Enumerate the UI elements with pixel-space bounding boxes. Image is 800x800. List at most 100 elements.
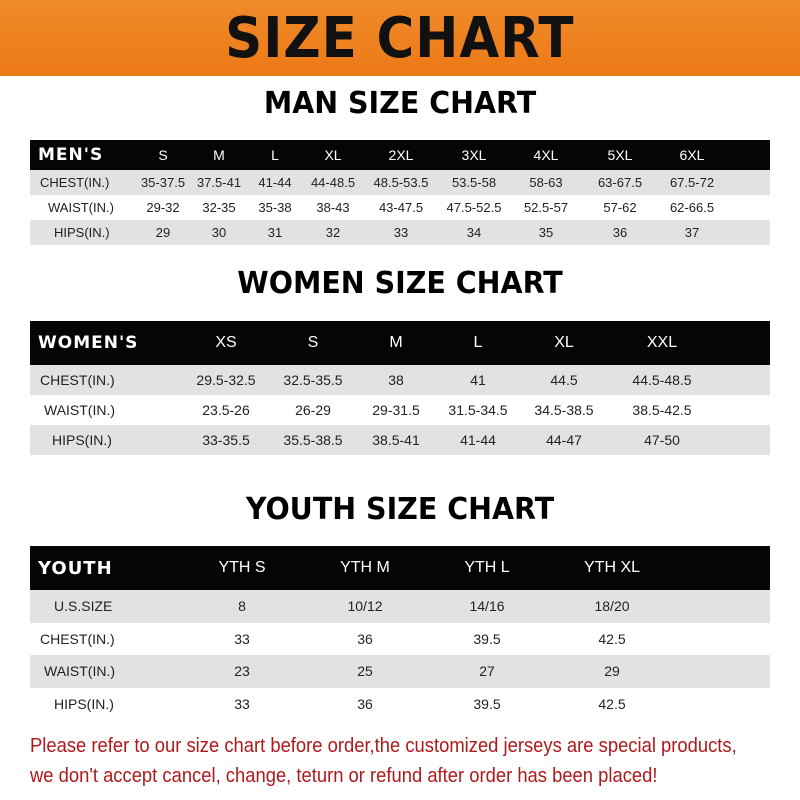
table-cell: 42.5	[598, 695, 626, 712]
table-header-row: WOMEN'S XS S M L XL XXL	[30, 321, 770, 365]
table-row: HIPS(IN.) 33-35.5 35.5-38.5 38.5-41 41-44 44-…	[30, 425, 770, 455]
size-header: YTH XL	[583, 559, 641, 576]
row-label: WAIST(IN.)	[44, 402, 116, 418]
size-header: XXL	[646, 334, 678, 351]
youth-size-table: YOUTH YTH S YTH M YTH L YTH XL U.S.SIZE 8 10/12…	[30, 546, 770, 720]
row-label: CHEST(IN.)	[40, 175, 110, 190]
size-header: 5XL	[607, 147, 633, 163]
table-cell: 29	[604, 663, 620, 680]
table-cell: 35-38	[258, 200, 292, 215]
size-header: S	[307, 334, 319, 351]
table-cell: 29-31.5	[372, 402, 420, 418]
size-header: M	[213, 147, 225, 163]
size-header: YTH M	[340, 559, 390, 576]
table-cell: 63-67.5	[597, 175, 643, 190]
size-header: YTH S	[218, 559, 266, 576]
size-header: XL	[324, 147, 342, 163]
row-label: CHEST(IN.)	[40, 630, 115, 647]
table-cell: 36	[612, 225, 628, 240]
row-label: HIPS(IN.)	[54, 225, 110, 240]
table-cell: 30	[211, 225, 227, 240]
table-cell: 67.5-72	[669, 175, 715, 190]
row-label: HIPS(IN.)	[52, 432, 112, 448]
table-cell: 44-47	[546, 432, 582, 448]
table-cell: 33	[234, 695, 250, 712]
table-cell: 44.5	[550, 372, 578, 388]
table-cell: 8	[238, 598, 246, 615]
table-cell: 38.5-41	[372, 432, 420, 448]
table-title: WOMEN'S	[38, 333, 139, 353]
table-row: CHEST(IN.) 35-37.5 37.5-41 41-44 44-48.5 48.5…	[30, 170, 770, 195]
table-cell: 39.5	[473, 695, 501, 712]
table-cell: 29-32	[146, 200, 180, 215]
table-cell: 62-66.5	[669, 200, 715, 215]
table-cell: 36	[357, 630, 373, 647]
table-row: WAIST(IN.) 23 25 27 29	[30, 655, 770, 688]
women-size-table: WOMEN'S XS S M L XL XXL CHEST(IN.) 29.5-32.5 32.5…	[30, 321, 770, 455]
table-cell: 25	[357, 663, 373, 680]
table-header-row: YOUTH YTH S YTH M YTH L YTH XL	[30, 546, 770, 590]
size-header: M	[389, 334, 403, 351]
table-cell: 23.5-26	[202, 402, 250, 418]
row-label: WAIST(IN.)	[44, 663, 116, 680]
table-cell: 34	[466, 225, 482, 240]
banner: SIZE CHART	[0, 0, 800, 76]
table-cell: 33	[234, 630, 250, 647]
size-header: XS	[215, 334, 237, 351]
table-cell: 42.5	[598, 630, 626, 647]
table-cell: 18/20	[594, 598, 630, 615]
table-cell: 10/12	[347, 598, 383, 615]
banner-title: SIZE CHART	[225, 5, 575, 71]
table-cell: 27	[479, 663, 495, 680]
women-title: WOMEN SIZE CHART	[237, 266, 563, 301]
row-label: HIPS(IN.)	[54, 695, 114, 712]
table-cell: 36	[357, 695, 373, 712]
table-cell: 14/16	[469, 598, 505, 615]
youth-title: YOUTH SIZE CHART	[245, 492, 555, 527]
size-header: 2XL	[388, 147, 414, 163]
table-cell: 52.5-57	[523, 200, 569, 215]
table-cell: 23	[234, 663, 250, 680]
men-size-table: MEN'S S M L XL 2XL 3XL 4XL 5XL 6XL CHEST(IN.) 35-37…	[30, 140, 770, 245]
table-cell: 47.5-52.5	[446, 200, 502, 215]
table-cell: 57-62	[603, 200, 637, 215]
table-cell: 39.5	[473, 630, 501, 647]
size-header: 4XL	[533, 147, 559, 163]
table-title: MEN'S	[38, 145, 104, 165]
table-cell: 38	[388, 372, 404, 388]
table-header-row: MEN'S S M L XL 2XL 3XL 4XL 5XL 6XL	[30, 140, 770, 170]
men-title: MAN SIZE CHART	[263, 86, 537, 121]
table-cell: 38-43	[316, 200, 350, 215]
table-cell: 53.5-58	[451, 175, 497, 190]
table-cell: 37	[684, 225, 700, 240]
table-cell: 26-29	[295, 402, 331, 418]
row-label: U.S.SIZE	[54, 598, 113, 615]
size-header: S	[158, 147, 168, 163]
size-header: L	[473, 334, 483, 351]
table-cell: 35	[538, 225, 554, 240]
table-cell: 41	[470, 372, 486, 388]
table-cell: 43-47.5	[378, 200, 424, 215]
notice-line-1: Please refer to our size chart before or…	[30, 735, 737, 757]
table-cell: 33-35.5	[202, 432, 250, 448]
table-cell: 47-50	[644, 432, 680, 448]
table-row: CHEST(IN.) 33 36 39.5 42.5	[30, 622, 770, 655]
table-cell: 32.5-35.5	[283, 372, 343, 388]
size-header: 3XL	[461, 147, 487, 163]
size-header: L	[271, 147, 279, 163]
table-cell: 44-48.5	[310, 175, 356, 190]
notice-line-2: we don't accept cancel, change, teturn o…	[30, 765, 658, 787]
table-cell: 31.5-34.5	[448, 402, 508, 418]
row-label: CHEST(IN.)	[40, 372, 115, 388]
table-row: WAIST(IN.) 29-32 32-35 35-38 38-43 43-47.5 47.…	[30, 195, 770, 220]
table-cell: 58-63	[529, 175, 563, 190]
table-cell: 32-35	[202, 200, 236, 215]
table-cell: 38.5-42.5	[632, 402, 692, 418]
table-cell: 35.5-38.5	[283, 432, 343, 448]
size-header: 6XL	[679, 147, 705, 163]
table-cell: 31	[267, 225, 283, 240]
table-cell: 29.5-32.5	[196, 372, 256, 388]
table-cell: 35-37.5	[140, 175, 186, 190]
size-header: XL	[554, 334, 574, 351]
table-cell: 41-44	[258, 175, 292, 190]
